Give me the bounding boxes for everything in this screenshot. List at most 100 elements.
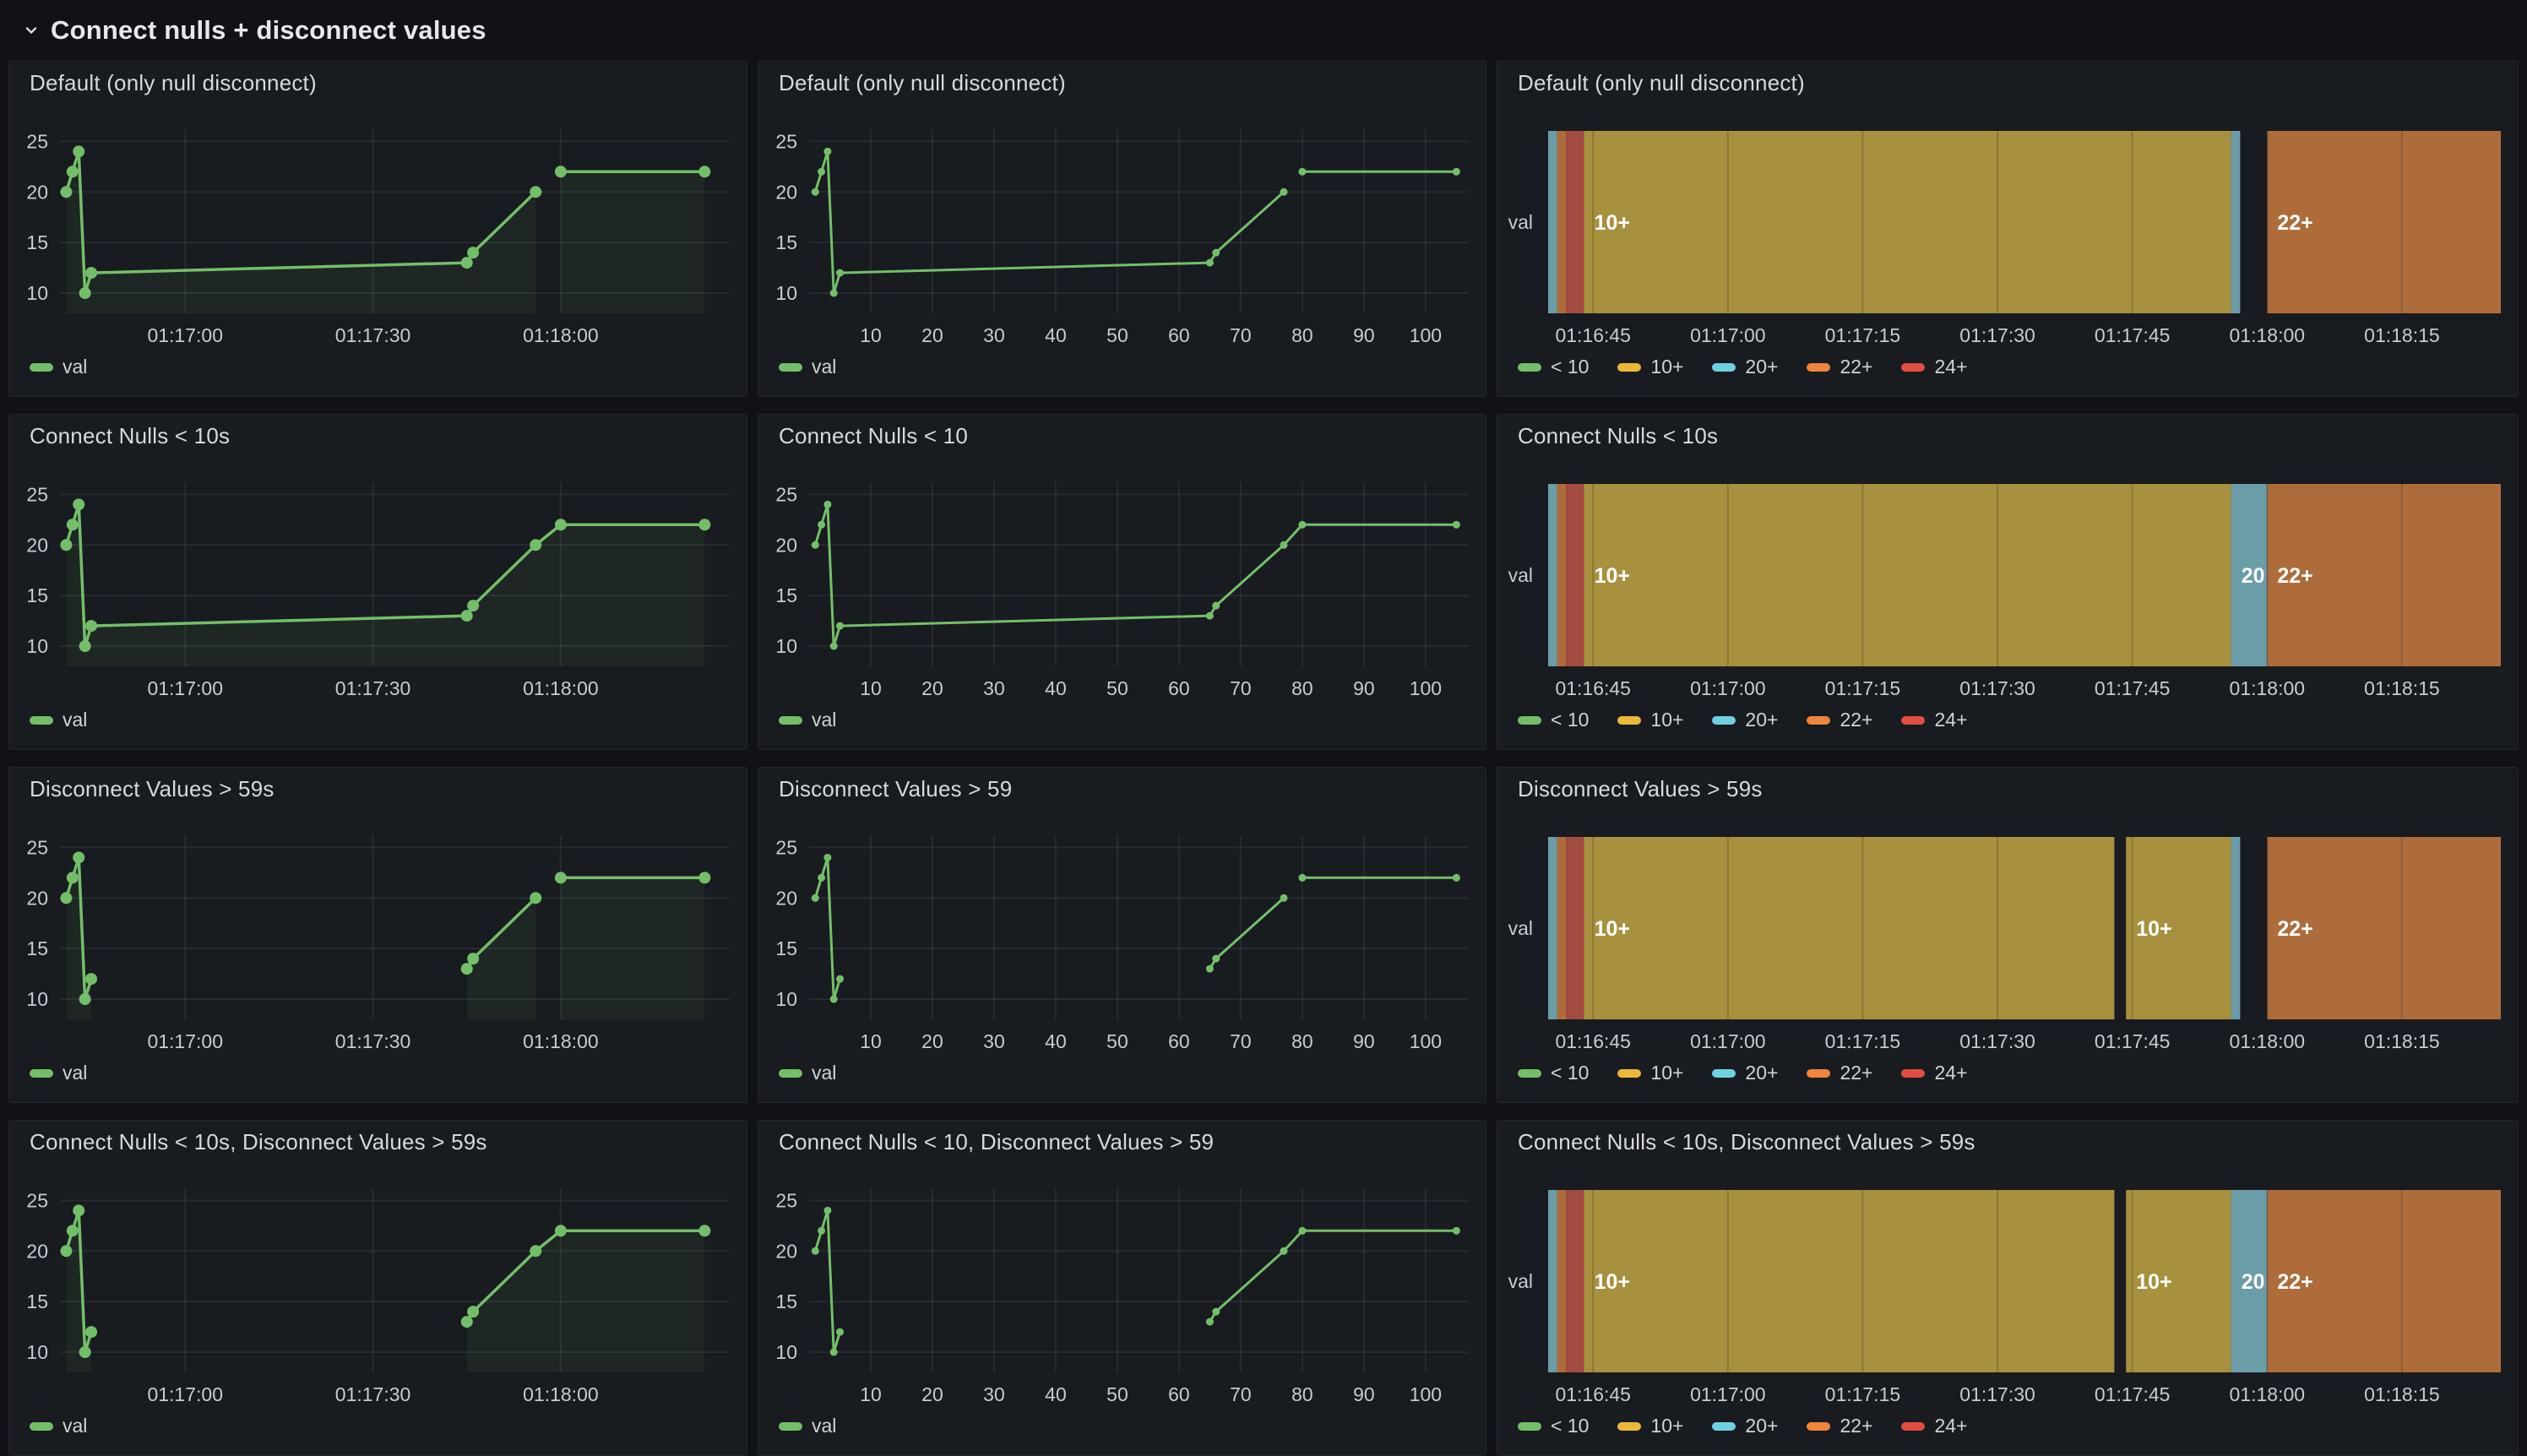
state-region[interactable]: [1584, 131, 2231, 313]
panel-title: Connect Nulls < 10s: [30, 422, 231, 448]
legend-item[interactable]: val: [779, 1415, 836, 1437]
chart-area: 01:16:45 01:17:00 01:17:15 01:17:30 01:17:45…: [1497, 810, 2518, 1055]
legend-item[interactable]: < 10: [1518, 356, 1589, 378]
state-region[interactable]: [1566, 131, 1584, 313]
x-tick-label: 30: [983, 1030, 1005, 1052]
legend-item[interactable]: val: [30, 1062, 87, 1084]
panel-header[interactable]: Connect Nulls < 10s, Disconnect Values >…: [1497, 1121, 2518, 1163]
state-region[interactable]: [1548, 837, 1557, 1019]
legend-item[interactable]: 10+: [1617, 1415, 1683, 1437]
legend-item[interactable]: 20+: [1712, 709, 1778, 731]
legend-item[interactable]: 22+: [1807, 356, 1872, 378]
state-region[interactable]: [1566, 1190, 1584, 1372]
legend-swatch-icon: [779, 362, 802, 372]
panel-header[interactable]: Default (only null disconnect): [1497, 62, 2518, 104]
legend-item[interactable]: val: [779, 1062, 836, 1084]
legend-label: val: [812, 709, 837, 731]
legend-item[interactable]: 10+: [1617, 1062, 1683, 1084]
panel-header[interactable]: Connect Nulls < 10: [758, 415, 1486, 457]
state-region[interactable]: [1557, 1190, 1567, 1372]
legend-item[interactable]: 22+: [1807, 709, 1872, 731]
y-category-label: val: [1508, 917, 1533, 939]
legend-item[interactable]: val: [779, 356, 836, 378]
legend-swatch-icon: [1807, 715, 1831, 725]
legend-item[interactable]: 20+: [1712, 1415, 1778, 1437]
panel-grid: Default (only null disconnect) 10 15 20 25 0…: [0, 61, 2527, 1456]
panel: Connect Nulls < 10s 01:16:45 01:17:00 01:1…: [1497, 414, 2519, 750]
panel-header[interactable]: Connect Nulls < 10s: [1497, 415, 2518, 457]
state-region[interactable]: [1557, 837, 1567, 1019]
x-tick-label: 01:17:30: [335, 1383, 411, 1405]
state-region[interactable]: [2267, 131, 2501, 313]
legend-swatch-icon: [1617, 1068, 1642, 1078]
legend-label: 20+: [1745, 1415, 1779, 1437]
panel-header[interactable]: Default (only null disconnect): [758, 62, 1486, 104]
legend-item[interactable]: 22+: [1807, 1415, 1872, 1437]
chart-area: 10 15 20 25 10 20 30 40 50 60 70 80 90 100: [758, 457, 1486, 702]
state-region[interactable]: [1566, 837, 1584, 1019]
legend-item[interactable]: val: [30, 709, 87, 731]
dashboard-row-toggle[interactable]: Connect nulls + disconnect values: [0, 0, 2527, 61]
state-region[interactable]: [2267, 837, 2501, 1019]
panel-header[interactable]: Default (only null disconnect): [9, 62, 747, 104]
state-region[interactable]: [2267, 1190, 2501, 1372]
legend-item[interactable]: 20+: [1712, 1062, 1778, 1084]
state-region[interactable]: [1548, 484, 1557, 666]
x-tick-label: 01:17:45: [2095, 1383, 2171, 1405]
legend-item[interactable]: < 10: [1518, 709, 1589, 731]
data-point: [1452, 873, 1460, 882]
legend-item[interactable]: 24+: [1901, 1062, 1967, 1084]
state-region[interactable]: [1566, 484, 1584, 666]
state-region[interactable]: [2231, 484, 2268, 666]
legend-item[interactable]: < 10: [1518, 1062, 1589, 1084]
legend-item[interactable]: 10+: [1617, 356, 1683, 378]
state-region[interactable]: [2231, 1190, 2268, 1372]
y-tick-label: 20: [26, 887, 48, 909]
legend-item[interactable]: 20+: [1712, 356, 1778, 378]
series-fill: [560, 877, 705, 1019]
legend-item[interactable]: 24+: [1901, 1415, 1967, 1437]
state-region[interactable]: [2126, 1190, 2231, 1372]
legend-item[interactable]: 24+: [1901, 709, 1967, 731]
data-point: [1212, 954, 1220, 963]
data-point: [85, 973, 98, 986]
state-region[interactable]: [1584, 1190, 2115, 1372]
panel-header[interactable]: Connect Nulls < 10, Disconnect Values > …: [758, 1121, 1486, 1163]
state-region[interactable]: [2267, 484, 2501, 666]
legend-item[interactable]: 24+: [1901, 356, 1967, 378]
legend-item[interactable]: 22+: [1807, 1062, 1872, 1084]
chevron-down-icon[interactable]: [22, 21, 41, 40]
xy-chart: 10 15 20 25 10 20 30 40 50 60 70 80 90 100: [775, 1188, 1469, 1405]
state-region[interactable]: [2126, 837, 2231, 1019]
state-region[interactable]: [1557, 484, 1567, 666]
panel-header[interactable]: Connect Nulls < 10s: [9, 415, 747, 457]
state-region[interactable]: [1557, 131, 1567, 313]
data-point: [66, 166, 79, 178]
legend-label: val: [812, 1062, 837, 1084]
legend-label: 10+: [1650, 356, 1684, 378]
panel-header[interactable]: Disconnect Values > 59s: [9, 768, 747, 810]
state-region[interactable]: [2231, 837, 2241, 1019]
legend: val: [758, 702, 1486, 749]
panel-header[interactable]: Connect Nulls < 10s, Disconnect Values >…: [9, 1121, 747, 1163]
state-region[interactable]: [1548, 1190, 1557, 1372]
y-tick-label: 10: [775, 635, 797, 657]
legend-item[interactable]: val: [30, 356, 87, 378]
legend-item[interactable]: val: [30, 1415, 87, 1437]
legend-item[interactable]: < 10: [1518, 1415, 1589, 1437]
panel-title: Connect Nulls < 10s, Disconnect Values >…: [30, 1128, 487, 1154]
x-tick-label: 60: [1168, 1030, 1190, 1052]
panel: Default (only null disconnect) 10 15 20 25 1…: [758, 61, 1486, 397]
legend-item[interactable]: 10+: [1617, 709, 1683, 731]
data-point: [467, 600, 480, 612]
x-tick-label: 40: [1045, 677, 1067, 699]
data-point: [79, 1346, 91, 1359]
legend-swatch-icon: [779, 715, 802, 725]
panel-header[interactable]: Disconnect Values > 59s: [1497, 768, 2518, 810]
state-region[interactable]: [1548, 131, 1557, 313]
state-region[interactable]: [1584, 484, 2231, 666]
panel-header[interactable]: Disconnect Values > 59: [758, 768, 1486, 810]
legend-item[interactable]: val: [779, 709, 836, 731]
state-region[interactable]: [1584, 837, 2115, 1019]
state-region[interactable]: [2231, 131, 2241, 313]
